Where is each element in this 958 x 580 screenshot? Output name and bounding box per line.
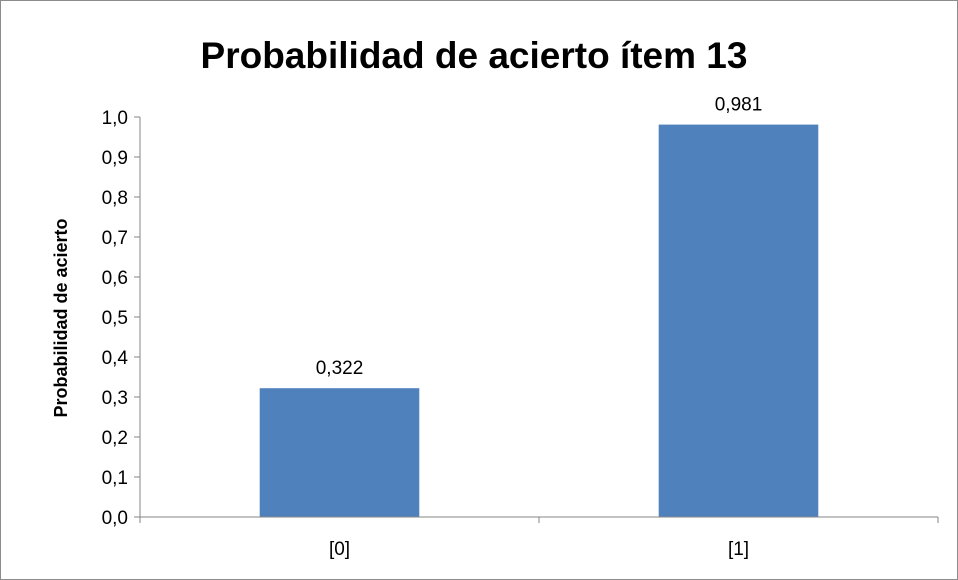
y-tick-label: 0,9	[102, 148, 128, 169]
bar	[658, 124, 819, 517]
y-axis: 0,0 0,1 0,2 0,3 0,4 0,5 0,6 0,7 0,8 0,9 1,0	[102, 108, 141, 529]
y-tick-label: 0,6	[102, 268, 128, 289]
y-tick-label: 0,0	[102, 508, 128, 529]
y-tick-label: 0,8	[102, 188, 128, 209]
y-axis-label: Probabilidad de acierto	[51, 218, 71, 417]
y-tick-label: 0,5	[102, 308, 128, 329]
y-tick-label: 0,3	[102, 388, 128, 409]
data-label: 0,981	[715, 95, 763, 116]
data-label: 0,322	[316, 358, 364, 379]
x-tick-label: [0]	[329, 539, 350, 560]
y-tick-label: 0,2	[102, 428, 128, 449]
x-tick-label: [1]	[728, 539, 749, 560]
chart-title: Probabilidad de acierto ítem 13	[201, 35, 748, 76]
bars: 0,322 0,981	[259, 95, 819, 517]
y-tick-label: 1,0	[102, 108, 128, 129]
y-tick-label: 0,4	[102, 348, 129, 369]
x-axis: [0] [1]	[139, 516, 939, 560]
bar	[259, 388, 420, 517]
y-tick-label: 0,7	[102, 228, 128, 249]
y-tick-label: 0,1	[102, 468, 128, 489]
